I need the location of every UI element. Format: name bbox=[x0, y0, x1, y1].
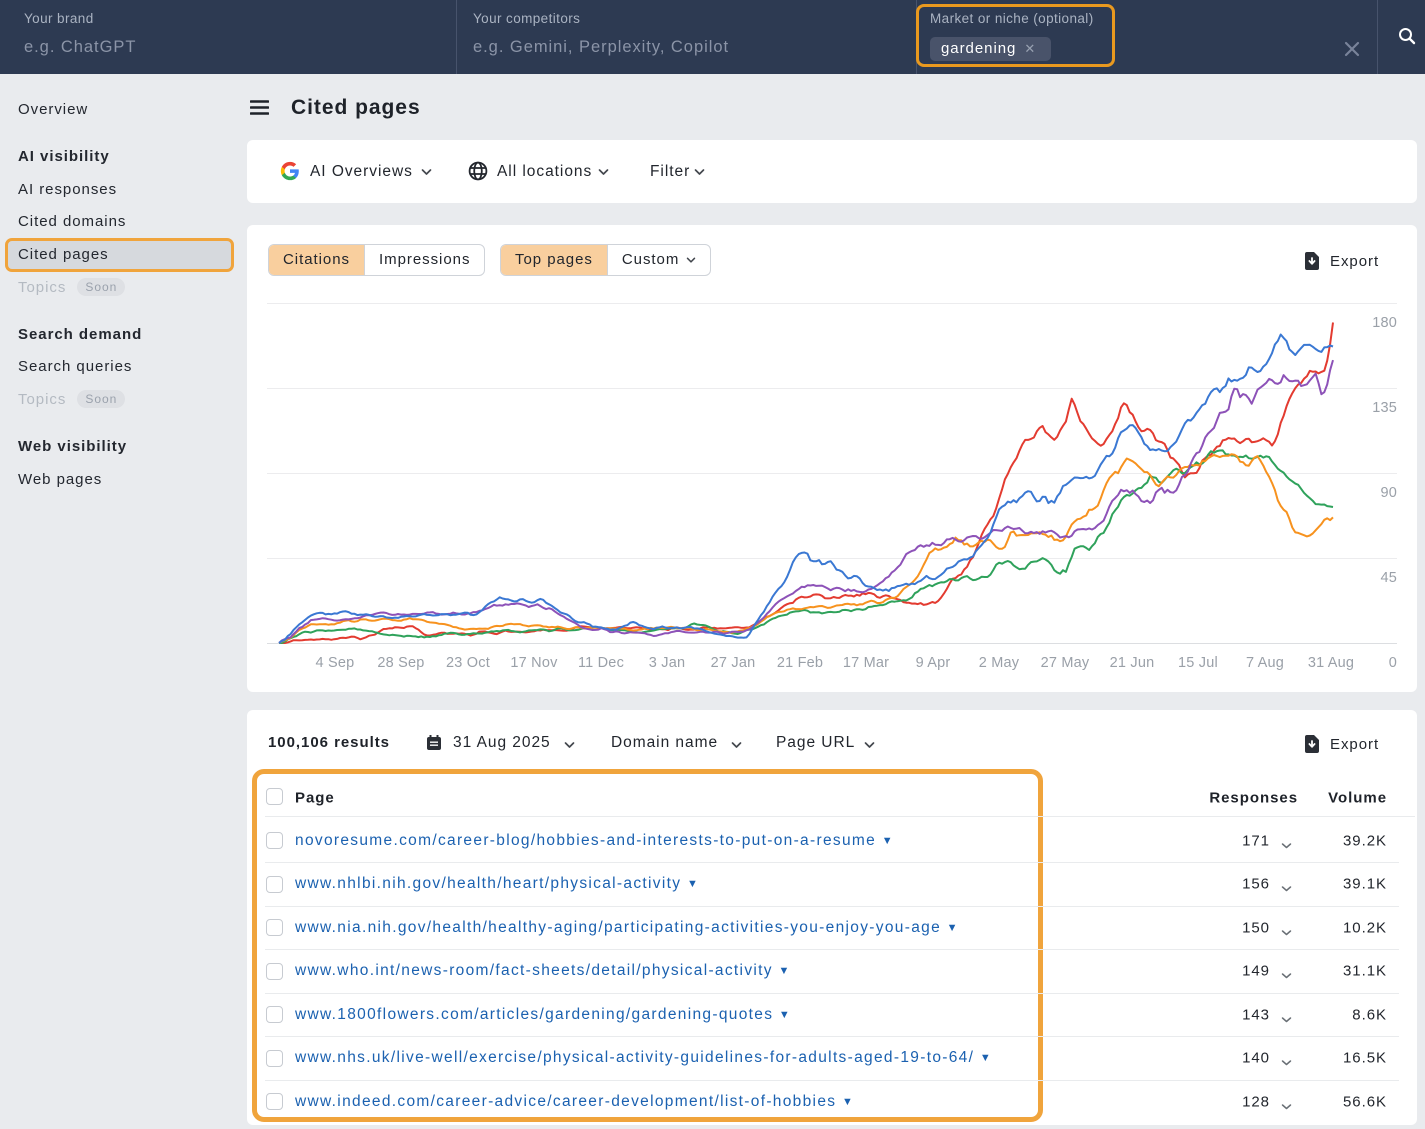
svg-text:21 Jun: 21 Jun bbox=[1110, 655, 1155, 671]
svg-text:45: 45 bbox=[1380, 570, 1397, 586]
svg-text:180: 180 bbox=[1372, 315, 1397, 331]
svg-text:17 Mar: 17 Mar bbox=[843, 655, 889, 671]
svg-text:15 Jul: 15 Jul bbox=[1178, 655, 1218, 671]
svg-text:2 May: 2 May bbox=[979, 655, 1020, 671]
svg-text:0: 0 bbox=[1389, 655, 1397, 671]
svg-text:27 Jan: 27 Jan bbox=[711, 655, 756, 671]
svg-text:17 Nov: 17 Nov bbox=[510, 655, 558, 671]
svg-text:23 Oct: 23 Oct bbox=[446, 655, 490, 671]
svg-text:28 Sep: 28 Sep bbox=[377, 655, 424, 671]
svg-text:11 Dec: 11 Dec bbox=[578, 655, 624, 671]
svg-text:90: 90 bbox=[1380, 485, 1397, 501]
svg-text:27 May: 27 May bbox=[1041, 655, 1090, 671]
svg-text:9 Apr: 9 Apr bbox=[916, 655, 951, 671]
svg-text:4 Sep: 4 Sep bbox=[316, 655, 355, 671]
svg-text:21 Feb: 21 Feb bbox=[777, 655, 823, 671]
svg-text:7 Aug: 7 Aug bbox=[1246, 655, 1284, 671]
svg-text:31 Aug: 31 Aug bbox=[1308, 655, 1354, 671]
svg-text:135: 135 bbox=[1372, 400, 1397, 416]
svg-text:3 Jan: 3 Jan bbox=[649, 655, 685, 671]
